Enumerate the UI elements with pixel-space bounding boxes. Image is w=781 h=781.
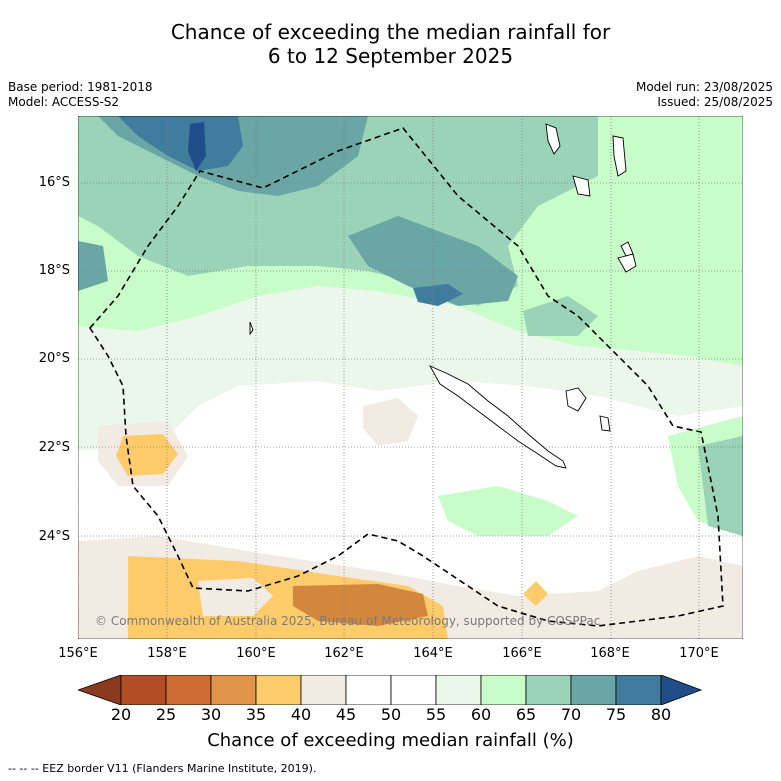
mid-green-east xyxy=(523,296,598,336)
model-name: Model: ACCESS-S2 xyxy=(8,95,120,109)
colorbar-tick: 70 xyxy=(560,705,582,724)
loyalty-islands xyxy=(565,387,611,432)
white-patch-south xyxy=(198,578,273,616)
colorbar-tick: 20 xyxy=(110,705,132,724)
colorbar-tick: 40 xyxy=(290,705,312,724)
orange-zone-west xyxy=(116,434,178,476)
colorbar-tick: 30 xyxy=(200,705,222,724)
lat-label: 16°S xyxy=(38,175,70,190)
colorbar-segment xyxy=(345,675,392,705)
colorbar-segment xyxy=(435,675,482,705)
colorbar-segment xyxy=(480,675,527,705)
graticule xyxy=(78,116,743,639)
lat-label: 24°S xyxy=(38,529,70,544)
colorbar-tick: 35 xyxy=(245,705,267,724)
blue-zone-center xyxy=(413,284,463,306)
lon-label: 156°E xyxy=(58,646,98,661)
eez-footnote: -- -- -- EEZ border V11 (Flanders Marine… xyxy=(8,762,317,775)
lon-label: 170°E xyxy=(679,646,719,661)
dark-orange-zone xyxy=(293,584,428,626)
lat-label: 20°S xyxy=(38,351,70,366)
lon-label: 168°E xyxy=(590,646,630,661)
beige-zone-center xyxy=(363,398,418,446)
dark-blue-core xyxy=(188,122,206,171)
colorbar-segments xyxy=(78,675,703,705)
colorbar-tick: 50 xyxy=(380,705,402,724)
colorbar-segment xyxy=(390,675,437,705)
base-period: Base period: 1981-2018 xyxy=(8,80,153,94)
new-caledonia-landmass xyxy=(428,365,567,469)
title-line-1: Chance of exceeding the median rainfall … xyxy=(170,20,611,44)
colorbar-tick: 55 xyxy=(425,705,447,724)
lon-label: 162°E xyxy=(324,646,364,661)
orange-patch-east xyxy=(523,581,548,606)
title-line-2: 6 to 12 September 2025 xyxy=(267,44,514,68)
teal-zone-west xyxy=(78,241,108,291)
issued-date: Issued: 25/08/2025 xyxy=(657,95,773,109)
colorbar xyxy=(78,675,703,705)
colorbar-segment xyxy=(120,675,167,705)
vanuatu-islands xyxy=(545,123,637,273)
colorbar-arrow-low xyxy=(78,675,122,705)
colorbar-tick: 25 xyxy=(155,705,177,724)
colorbar-label: Chance of exceeding median rainfall (%) xyxy=(207,730,574,751)
map-title: Chance of exceeding the median rainfall … xyxy=(0,20,781,68)
lon-label: 166°E xyxy=(502,646,542,661)
meta-right: Model run: 23/08/2025 Issued: 25/08/2025 xyxy=(636,80,773,110)
lat-label: 18°S xyxy=(38,263,70,278)
model-run: Model run: 23/08/2025 xyxy=(635,80,773,94)
blue-zone-north xyxy=(118,116,243,171)
lon-label: 158°E xyxy=(147,646,187,661)
colorbar-segment xyxy=(165,675,212,705)
colorbar-segment xyxy=(300,675,347,705)
colorbar-segment xyxy=(615,675,662,705)
colorbar-tick: 45 xyxy=(335,705,357,724)
colorbar-segment xyxy=(210,675,257,705)
colorbar-segment xyxy=(255,675,302,705)
colorbar-arrow-high xyxy=(660,675,703,705)
lon-label: 164°E xyxy=(413,646,453,661)
small-island-west xyxy=(249,321,254,336)
lat-label: 22°S xyxy=(38,440,70,455)
lon-label: 160°E xyxy=(236,646,276,661)
colorbar-tick: 80 xyxy=(650,705,672,724)
map-panel xyxy=(78,116,743,639)
colorbar-tick: 60 xyxy=(470,705,492,724)
meta-left: Base period: 1981-2018 Model: ACCESS-S2 xyxy=(8,80,153,110)
colorbar-segment xyxy=(570,675,617,705)
copyright-note: © Commonwealth of Australia 2025, Bureau… xyxy=(95,614,601,628)
light-green-south xyxy=(438,486,578,536)
mid-green-southeast xyxy=(698,436,743,536)
colorbar-tick: 75 xyxy=(605,705,627,724)
colorbar-tick: 65 xyxy=(515,705,537,724)
eez-border xyxy=(89,127,724,627)
colorbar-segment xyxy=(525,675,572,705)
